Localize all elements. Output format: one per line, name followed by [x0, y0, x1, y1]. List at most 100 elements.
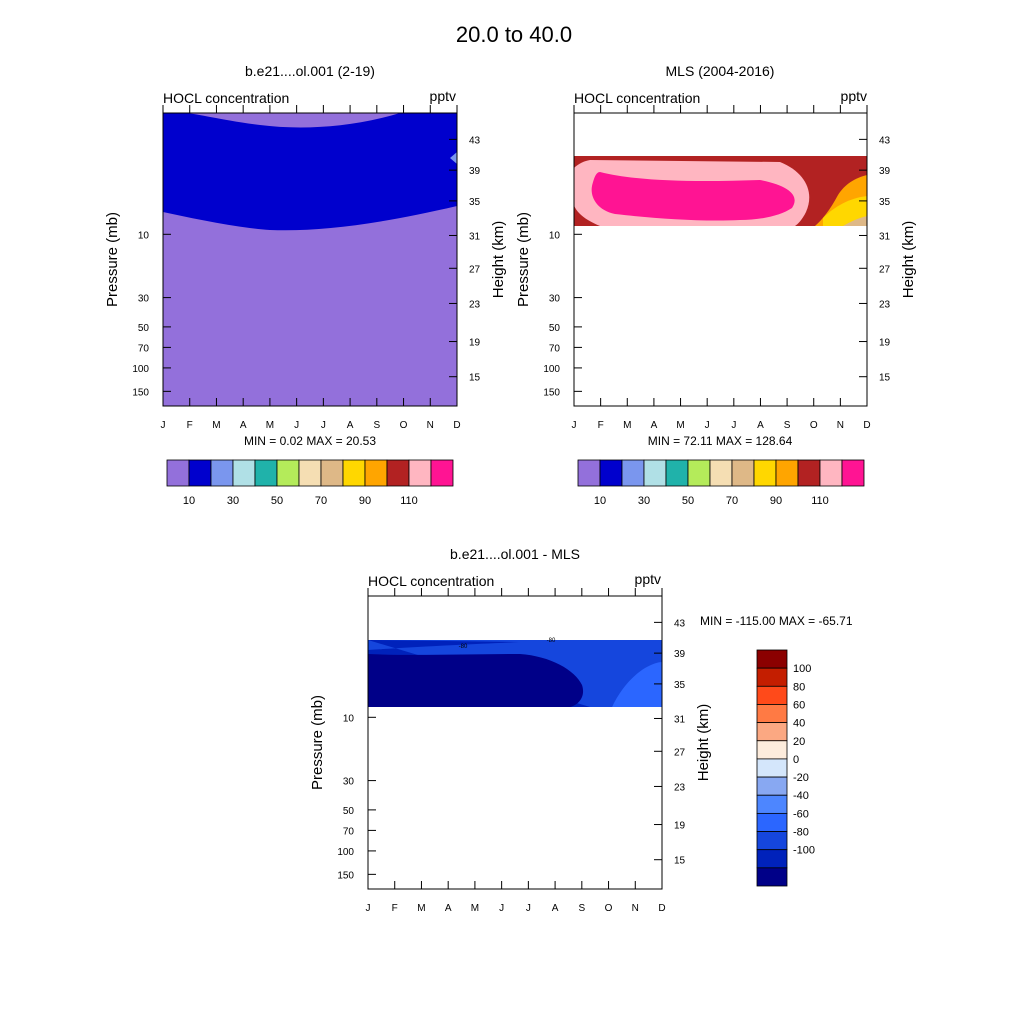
x-tick-label: M [266, 420, 274, 431]
pressure-tick-label: 70 [549, 343, 561, 354]
x-tick-label: S [578, 903, 585, 914]
colorbar-label: 30 [227, 495, 239, 507]
panel-diff-stats: MIN = -115.00 MAX = -65.71 [700, 614, 853, 628]
height-axis-label: Height (km) [490, 221, 507, 299]
x-tick-label: F [392, 903, 398, 914]
colorbar-label: -40 [793, 790, 809, 802]
pressure-tick-label: 100 [337, 847, 354, 858]
panel-mls: MLS (2004-2016) HOCL concentration pptv … [515, 63, 917, 507]
colorbar-box [756, 722, 788, 742]
background [368, 596, 662, 889]
colorbar-label: -100 [793, 845, 815, 857]
colorbar-box [210, 459, 234, 487]
colorbar-box [188, 459, 212, 487]
pressure-tick-label: 50 [549, 323, 561, 334]
colorbar-label: 50 [271, 495, 283, 507]
plot-frame [367, 595, 663, 890]
pressure-tick-label: 150 [337, 870, 354, 881]
colorbar-box [386, 459, 410, 487]
x-tick-label: M [471, 903, 479, 914]
height-tick-label: 27 [674, 747, 686, 758]
x-tick-label: D [658, 903, 665, 914]
height-tick-label: 27 [879, 264, 891, 275]
colorbar-label: 70 [315, 495, 327, 507]
height-tick-label: 43 [879, 135, 891, 146]
colorbar-box [756, 758, 788, 778]
x-tick-label: N [837, 420, 844, 431]
height-tick-label: 23 [674, 782, 686, 793]
x-tick-label: A [552, 903, 559, 914]
panel-model: b.e21....ol.001 (2-19) HOCL concentratio… [104, 63, 507, 507]
contour-label: -80 [547, 638, 556, 644]
height-tick-label: 19 [879, 338, 891, 349]
panel-diff-axes: J F M A M J J A S O N D 10 30 50 70 100 150 43 39 35 31 27 23 19… [309, 588, 712, 914]
pressure-tick-label: 100 [132, 364, 149, 375]
colorbar-box [687, 459, 711, 487]
colorbar-box [342, 459, 366, 487]
colorbar-label: 40 [793, 718, 805, 730]
panel-mls-stats: MIN = 72.11 MAX = 128.64 [648, 434, 793, 448]
pressure-tick-label: 30 [343, 777, 355, 788]
height-tick-label: 15 [674, 856, 686, 867]
x-tick-label: J [731, 420, 736, 431]
colorbar-box [709, 459, 733, 487]
panel-model-left-label: HOCL concentration [163, 90, 289, 106]
colorbar-box [320, 459, 344, 487]
x-tick-label: A [445, 903, 452, 914]
height-tick-label: 43 [674, 618, 686, 629]
colorbar-box [430, 459, 454, 487]
x-tick-label: F [598, 420, 604, 431]
x-tick-label: O [810, 420, 818, 431]
colorbar-box [756, 685, 788, 705]
height-tick-label: 31 [879, 231, 891, 242]
contour-fill [843, 216, 867, 226]
colorbar-label: 110 [811, 495, 829, 507]
height-tick-label: 35 [674, 680, 686, 691]
pressure-axis-label: Pressure (mb) [515, 212, 532, 307]
height-tick-label: 23 [879, 299, 891, 310]
pressure-tick-label: 30 [138, 294, 150, 305]
x-tick-label: J [572, 420, 577, 431]
pressure-axis-label: Pressure (mb) [309, 695, 326, 790]
colorbar-label: 80 [793, 681, 805, 693]
pressure-tick-label: 50 [343, 806, 355, 817]
colorbar-label: 10 [183, 495, 195, 507]
x-tick-label: J [366, 903, 371, 914]
panel-diff-fills [368, 596, 662, 889]
panel-model-stats: MIN = 0.02 MAX = 20.53 [244, 434, 376, 448]
panel-model-axes: J F M A M J J A S O N D 10 30 50 70 100 150 43 39 35 31 27 23 19… [104, 105, 507, 431]
colorbar-label: 50 [682, 495, 694, 507]
x-tick-label: J [526, 903, 531, 914]
height-tick-label: 39 [674, 649, 686, 660]
colorbar-box [621, 459, 645, 487]
height-tick-label: 43 [469, 135, 481, 146]
height-tick-label: 19 [674, 821, 686, 832]
x-tick-label: A [240, 420, 247, 431]
panel-model-colorbar: 10 30 50 70 90 110 [166, 459, 454, 507]
height-tick-label: 23 [469, 299, 481, 310]
contour-label: -80 [459, 644, 468, 650]
panel-mls-left-label: HOCL concentration [574, 90, 700, 106]
panel-model-units: pptv [430, 88, 456, 104]
x-tick-label: D [453, 420, 460, 431]
colorbar-box [756, 849, 788, 869]
colorbar-box [364, 459, 388, 487]
pressure-tick-label: 70 [343, 826, 355, 837]
colorbar-label: 100 [793, 663, 811, 675]
colorbar-label: 90 [770, 495, 782, 507]
x-tick-label: J [705, 420, 710, 431]
colorbar-box [775, 459, 799, 487]
height-tick-label: 39 [879, 166, 891, 177]
colorbar-box [665, 459, 689, 487]
colorbar-label: -20 [793, 772, 809, 784]
x-tick-label: F [187, 420, 193, 431]
colorbar-box [756, 667, 788, 687]
panel-diff-title: b.e21....ol.001 - MLS [450, 546, 580, 562]
colorbar-label: 60 [793, 699, 805, 711]
colorbar-box [841, 459, 865, 487]
colorbar-label: 0 [793, 754, 799, 766]
height-tick-label: 15 [469, 373, 481, 384]
panel-diff-colorbar: 100 80 60 40 20 0 -20 -40 -60 -80 -100 [756, 649, 815, 887]
colorbar-label: -60 [793, 808, 809, 820]
contour-fill [823, 196, 867, 226]
